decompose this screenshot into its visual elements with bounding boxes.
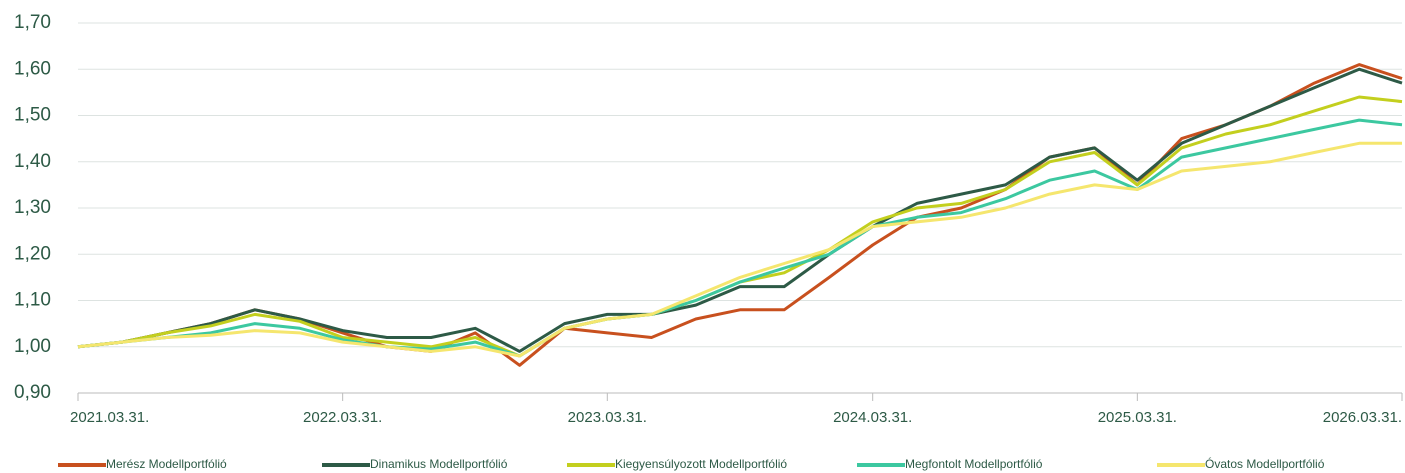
- x-tick-label: 2025.03.31.: [1098, 409, 1177, 426]
- y-tick-label: 0,90: [14, 382, 51, 403]
- legend-label: Óvatos Modellportfólió: [1205, 456, 1325, 471]
- x-tick-label: 2023.03.31.: [568, 409, 647, 426]
- y-tick-label: 1,20: [14, 243, 51, 264]
- series-line: [77, 95, 1403, 358]
- series-line: [77, 67, 1403, 353]
- x-tick-label: 2026.03.31.: [1323, 409, 1402, 426]
- x-tick-label: 2024.03.31.: [833, 409, 912, 426]
- legend-label: Megfontolt Modellportfólió: [905, 457, 1043, 471]
- y-tick-label: 1,10: [14, 290, 51, 311]
- y-tick-label: 1,50: [14, 105, 51, 126]
- y-tick-label: 1,70: [14, 12, 51, 33]
- legend-label: Merész Modellportfólió: [106, 457, 227, 471]
- y-tick-label: 1,60: [14, 58, 51, 79]
- y-tick-label: 1,30: [14, 197, 51, 218]
- series-line: [77, 63, 1403, 367]
- legend-label: Dinamikus Modellportfólió: [370, 457, 508, 471]
- series-line: [77, 118, 1403, 358]
- x-tick-label: 2022.03.31.: [303, 409, 382, 426]
- x-tick-label: 2021.03.31.: [70, 409, 149, 426]
- series-line: [77, 141, 1402, 358]
- y-tick-label: 1,00: [14, 336, 51, 357]
- legend-label: Kiegyensúlyozott Modellportfólió: [615, 457, 787, 471]
- y-tick-label: 1,40: [14, 151, 51, 172]
